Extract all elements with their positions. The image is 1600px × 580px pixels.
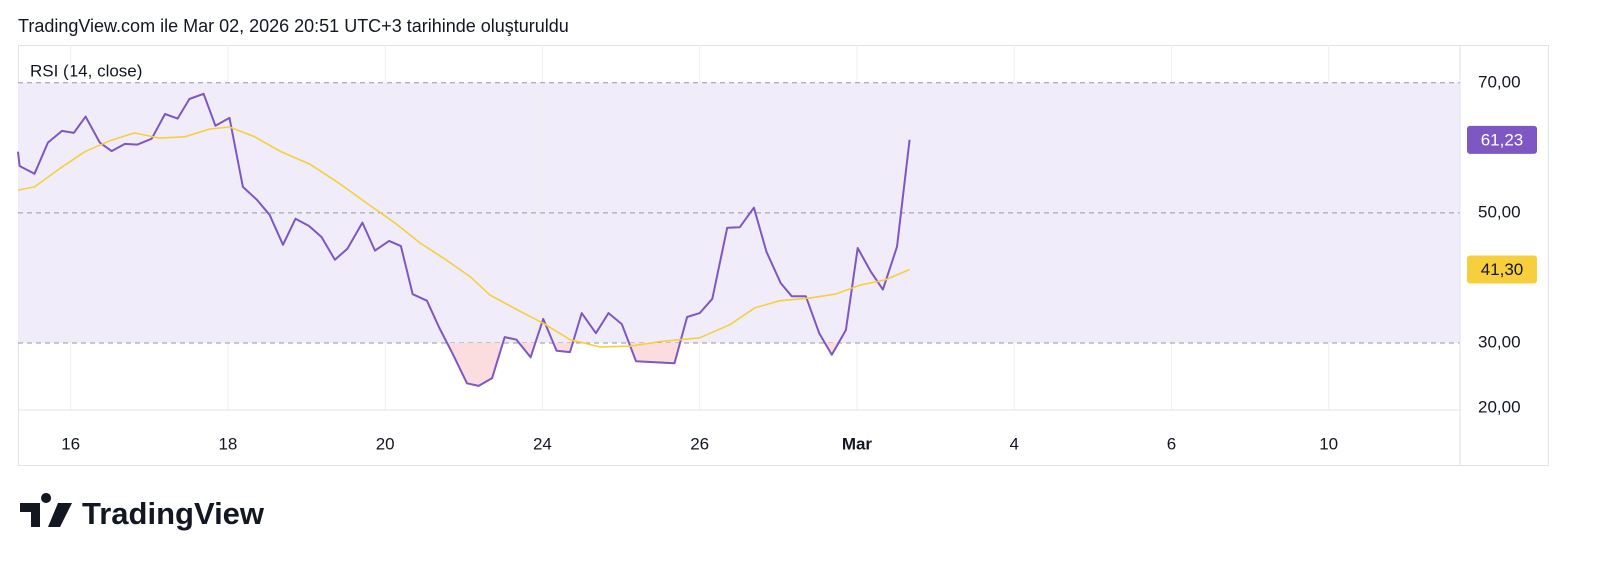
logo: TradingView [20, 493, 265, 531]
price-label-box [1467, 125, 1537, 154]
y-tick-label: 30,00 [1478, 332, 1521, 351]
y-tick-label: 20,00 [1478, 398, 1521, 417]
chart-title: RSI (14, close) [30, 61, 142, 80]
y-tick-label: 70,00 [1478, 72, 1521, 91]
x-tick-label: 4 [1009, 434, 1018, 453]
oversold-fill [18, 342, 910, 386]
logo-text: TradingView [82, 496, 265, 531]
header: TradingView.com ile Mar 02, 2026 20:51 U… [18, 16, 569, 36]
x-tick-label: 18 [218, 434, 237, 453]
plot-area [17, 45, 1460, 410]
series-line [17, 126, 910, 348]
x-tick-label: 24 [533, 434, 552, 453]
x-tick-label: Mar [842, 434, 873, 453]
price-label: 61,23 [1481, 130, 1524, 149]
price-label-box [1467, 255, 1537, 284]
x-tick-label: 16 [61, 434, 80, 453]
x-tick-label: 20 [376, 434, 395, 453]
price-label: 41,30 [1481, 260, 1524, 279]
x-tick-label: 26 [690, 434, 709, 453]
series-line [17, 92, 911, 387]
x-tick-label: 6 [1167, 434, 1176, 453]
y-tick-label: 50,00 [1478, 202, 1521, 221]
x-tick-label: 10 [1319, 434, 1338, 453]
logo-icon [20, 493, 72, 527]
